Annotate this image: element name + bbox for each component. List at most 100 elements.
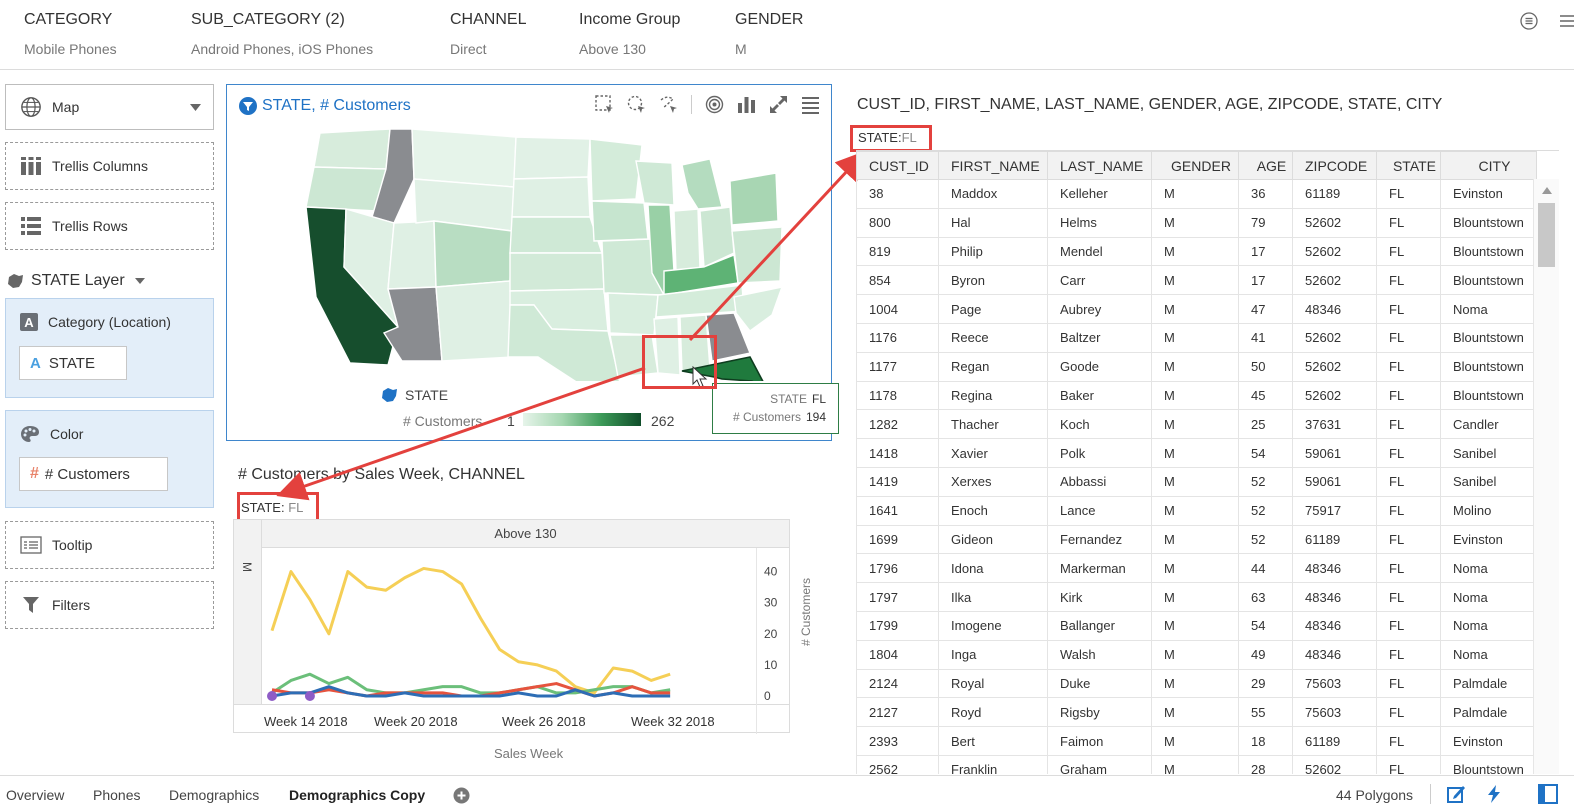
- tab-overview[interactable]: Overview: [6, 787, 65, 803]
- filter-category[interactable]: CATEGORY Mobile Phones: [24, 11, 117, 57]
- tab-demographics[interactable]: Demographics: [169, 787, 260, 803]
- table-cell: Evinston: [1440, 726, 1537, 756]
- state-nm: [435, 280, 513, 362]
- rectangle-select-icon[interactable]: [595, 95, 614, 114]
- table-row[interactable]: 2393 Bert Faimon M 18 61189 FL Evinston: [856, 726, 1537, 756]
- auto-apply-icon[interactable]: [1485, 784, 1503, 804]
- filter-sub-category[interactable]: SUB_CATEGORY (2) Android Phones, iOS Pho…: [191, 11, 373, 57]
- line-chart-filter-chip[interactable]: STATE: FL: [241, 500, 303, 515]
- table-row[interactable]: 1418 Xavier Polk M 54 59061 FL Sanibel: [856, 438, 1537, 468]
- table-row[interactable]: 1796 Idona Markerman M 44 48346 FL Noma: [856, 553, 1537, 584]
- table-cell: 52: [1238, 495, 1293, 526]
- table-cell: Ballanger: [1047, 610, 1152, 641]
- column-header-gender[interactable]: GENDER: [1151, 151, 1239, 180]
- map-edit-icon[interactable]: [1446, 784, 1466, 804]
- table-row[interactable]: 1799 Imogene Ballanger M 54 48346 FL Noma: [856, 610, 1537, 641]
- table-row[interactable]: 1804 Inga Walsh M 49 48346 FL Noma: [856, 639, 1537, 670]
- column-header: Above 130: [262, 520, 789, 548]
- map-legend-state: STATE: [381, 387, 448, 403]
- line-chart-plot[interactable]: 0 10 20 30 40: [234, 520, 791, 734]
- target-icon[interactable]: [705, 95, 724, 114]
- table-cell: Kelleher: [1047, 179, 1152, 209]
- menu-icon[interactable]: [1556, 12, 1574, 30]
- filters-dropzone[interactable]: Filters: [5, 581, 214, 629]
- table-row[interactable]: 1797 Ilka Kirk M 63 48346 FL Noma: [856, 582, 1537, 612]
- line-chart-frame[interactable]: Above 130 M 0 10 20 30 40 Week 14 2018 Week …: [233, 519, 791, 734]
- freeform-select-icon[interactable]: [659, 95, 678, 114]
- table-row[interactable]: 1419 Xerxes Abbassi M 52 59061 FL Sanibel: [856, 466, 1537, 497]
- column-header-city[interactable]: CITY: [1440, 151, 1537, 180]
- series-line[interactable]: [271, 672, 671, 695]
- add-tab-icon[interactable]: [453, 787, 470, 804]
- column-header-last-name[interactable]: LAST_NAME: [1047, 151, 1152, 180]
- tooltip-dropzone[interactable]: Tooltip: [5, 521, 214, 569]
- table-cell: FL: [1376, 294, 1441, 324]
- columns-icon: [20, 156, 42, 176]
- column-header-zipcode[interactable]: ZIPCODE: [1292, 151, 1377, 180]
- series-line[interactable]: [270, 566, 671, 695]
- attribute-icon: A: [20, 313, 38, 331]
- customers-pill[interactable]: # # Customers: [19, 457, 168, 491]
- maximize-icon[interactable]: [769, 95, 788, 114]
- table-cell: FL: [1376, 179, 1441, 209]
- state-pill[interactable]: A STATE: [19, 346, 127, 380]
- viz-type-select[interactable]: Map: [5, 84, 214, 130]
- column-header-state[interactable]: STATE: [1376, 151, 1441, 180]
- table-filter-chip[interactable]: STATE:FL: [858, 130, 917, 145]
- data-table[interactable]: CUST_ID FIRST_NAME LAST_NAME GENDER AGE ZIPCO…: [856, 150, 1559, 774]
- filter-name: GENDER: [735, 11, 804, 28]
- bar-chart-icon[interactable]: [737, 95, 756, 114]
- series-line[interactable]: [271, 685, 671, 698]
- filter-list-icon[interactable]: [1520, 12, 1538, 30]
- table-row[interactable]: 1176 Reece Baltzer M 41 52602 FL Blountstown: [856, 322, 1537, 353]
- scroll-up-icon[interactable]: [1542, 187, 1552, 194]
- data-point[interactable]: [304, 691, 315, 701]
- y-tick-label: 30: [764, 596, 778, 610]
- table-cell: Sanibel: [1440, 466, 1537, 497]
- table-row[interactable]: 1178 Regina Baker M 45 52602 FL Blountstown: [856, 380, 1537, 411]
- map-tooltip: STATE FL # Customers 194: [712, 383, 839, 434]
- table-scrollbar[interactable]: [1533, 179, 1559, 774]
- table-cell: Franklin: [938, 754, 1048, 774]
- table-row[interactable]: 2127 Royd Rigsby M 55 75603 FL Palmdale: [856, 697, 1537, 728]
- table-row[interactable]: 2562 Franklin Graham M 28 52602 FL Blountstown: [856, 754, 1537, 774]
- panel-toggle-icon[interactable]: [1538, 784, 1558, 804]
- state-pill-label: STATE: [48, 354, 95, 372]
- trellis-columns-dropzone[interactable]: Trellis Columns: [5, 142, 214, 190]
- table-cell: 48346: [1292, 582, 1377, 612]
- customers-pill-label: # Customers: [44, 465, 130, 483]
- table-row[interactable]: 1641 Enoch Lance M 52 75917 FL Molino: [856, 495, 1537, 526]
- scrollbar-thumb[interactable]: [1538, 203, 1555, 267]
- table-row[interactable]: 1177 Regan Goode M 50 52602 FL Blountstown: [856, 351, 1537, 382]
- tab-demographics-copy[interactable]: Demographics Copy: [289, 787, 426, 803]
- color-section: Color # # Customers: [5, 410, 214, 508]
- column-header-first-name[interactable]: FIRST_NAME: [938, 151, 1048, 180]
- table-cell: Walsh: [1047, 639, 1152, 670]
- table-cell: Hal: [938, 207, 1048, 238]
- table-row[interactable]: 38 Maddox Kelleher M 36 61189 FL Evinston: [856, 179, 1537, 209]
- table-row[interactable]: 800 Hal Helms M 79 52602 FL Blountstown: [856, 207, 1537, 238]
- column-header-cust-id[interactable]: CUST_ID: [856, 151, 939, 180]
- filter-channel[interactable]: CHANNEL Direct: [450, 11, 526, 57]
- filter-gender[interactable]: GENDER M: [735, 11, 803, 57]
- table-cell: 45: [1238, 380, 1293, 411]
- table-cell: 800: [856, 207, 939, 238]
- table-row[interactable]: 854 Byron Carr M 17 52602 FL Blountstown: [856, 265, 1537, 296]
- layer-selector[interactable]: STATE Layer: [7, 270, 145, 292]
- filter-income-group[interactable]: Income Group Above 130: [579, 11, 680, 57]
- menu-icon[interactable]: [801, 95, 820, 114]
- table-row[interactable]: 1282 Thacher Koch M 25 37631 FL Candler: [856, 409, 1537, 440]
- table-row[interactable]: 2124 Royal Duke M 29 75603 FL Palmdale: [856, 668, 1537, 699]
- trellis-rows-dropzone[interactable]: Trellis Rows: [5, 202, 214, 250]
- table-cell: Duke: [1047, 668, 1152, 699]
- column-header-age[interactable]: AGE: [1238, 151, 1293, 180]
- table-cell: 1804: [856, 639, 939, 670]
- lasso-select-icon[interactable]: [627, 95, 646, 114]
- state-co: [433, 220, 513, 288]
- table-row[interactable]: 819 Philip Mendel M 17 52602 FL Blountstown: [856, 236, 1537, 267]
- data-point[interactable]: [267, 691, 277, 701]
- table-row[interactable]: 1004 Page Aubrey M 47 48346 FL Noma: [856, 294, 1537, 324]
- table-row[interactable]: 1699 Gideon Fernandez M 52 61189 FL Evinston: [856, 524, 1537, 555]
- trellis-rows-label: Trellis Rows: [52, 218, 128, 234]
- tab-phones[interactable]: Phones: [93, 787, 141, 803]
